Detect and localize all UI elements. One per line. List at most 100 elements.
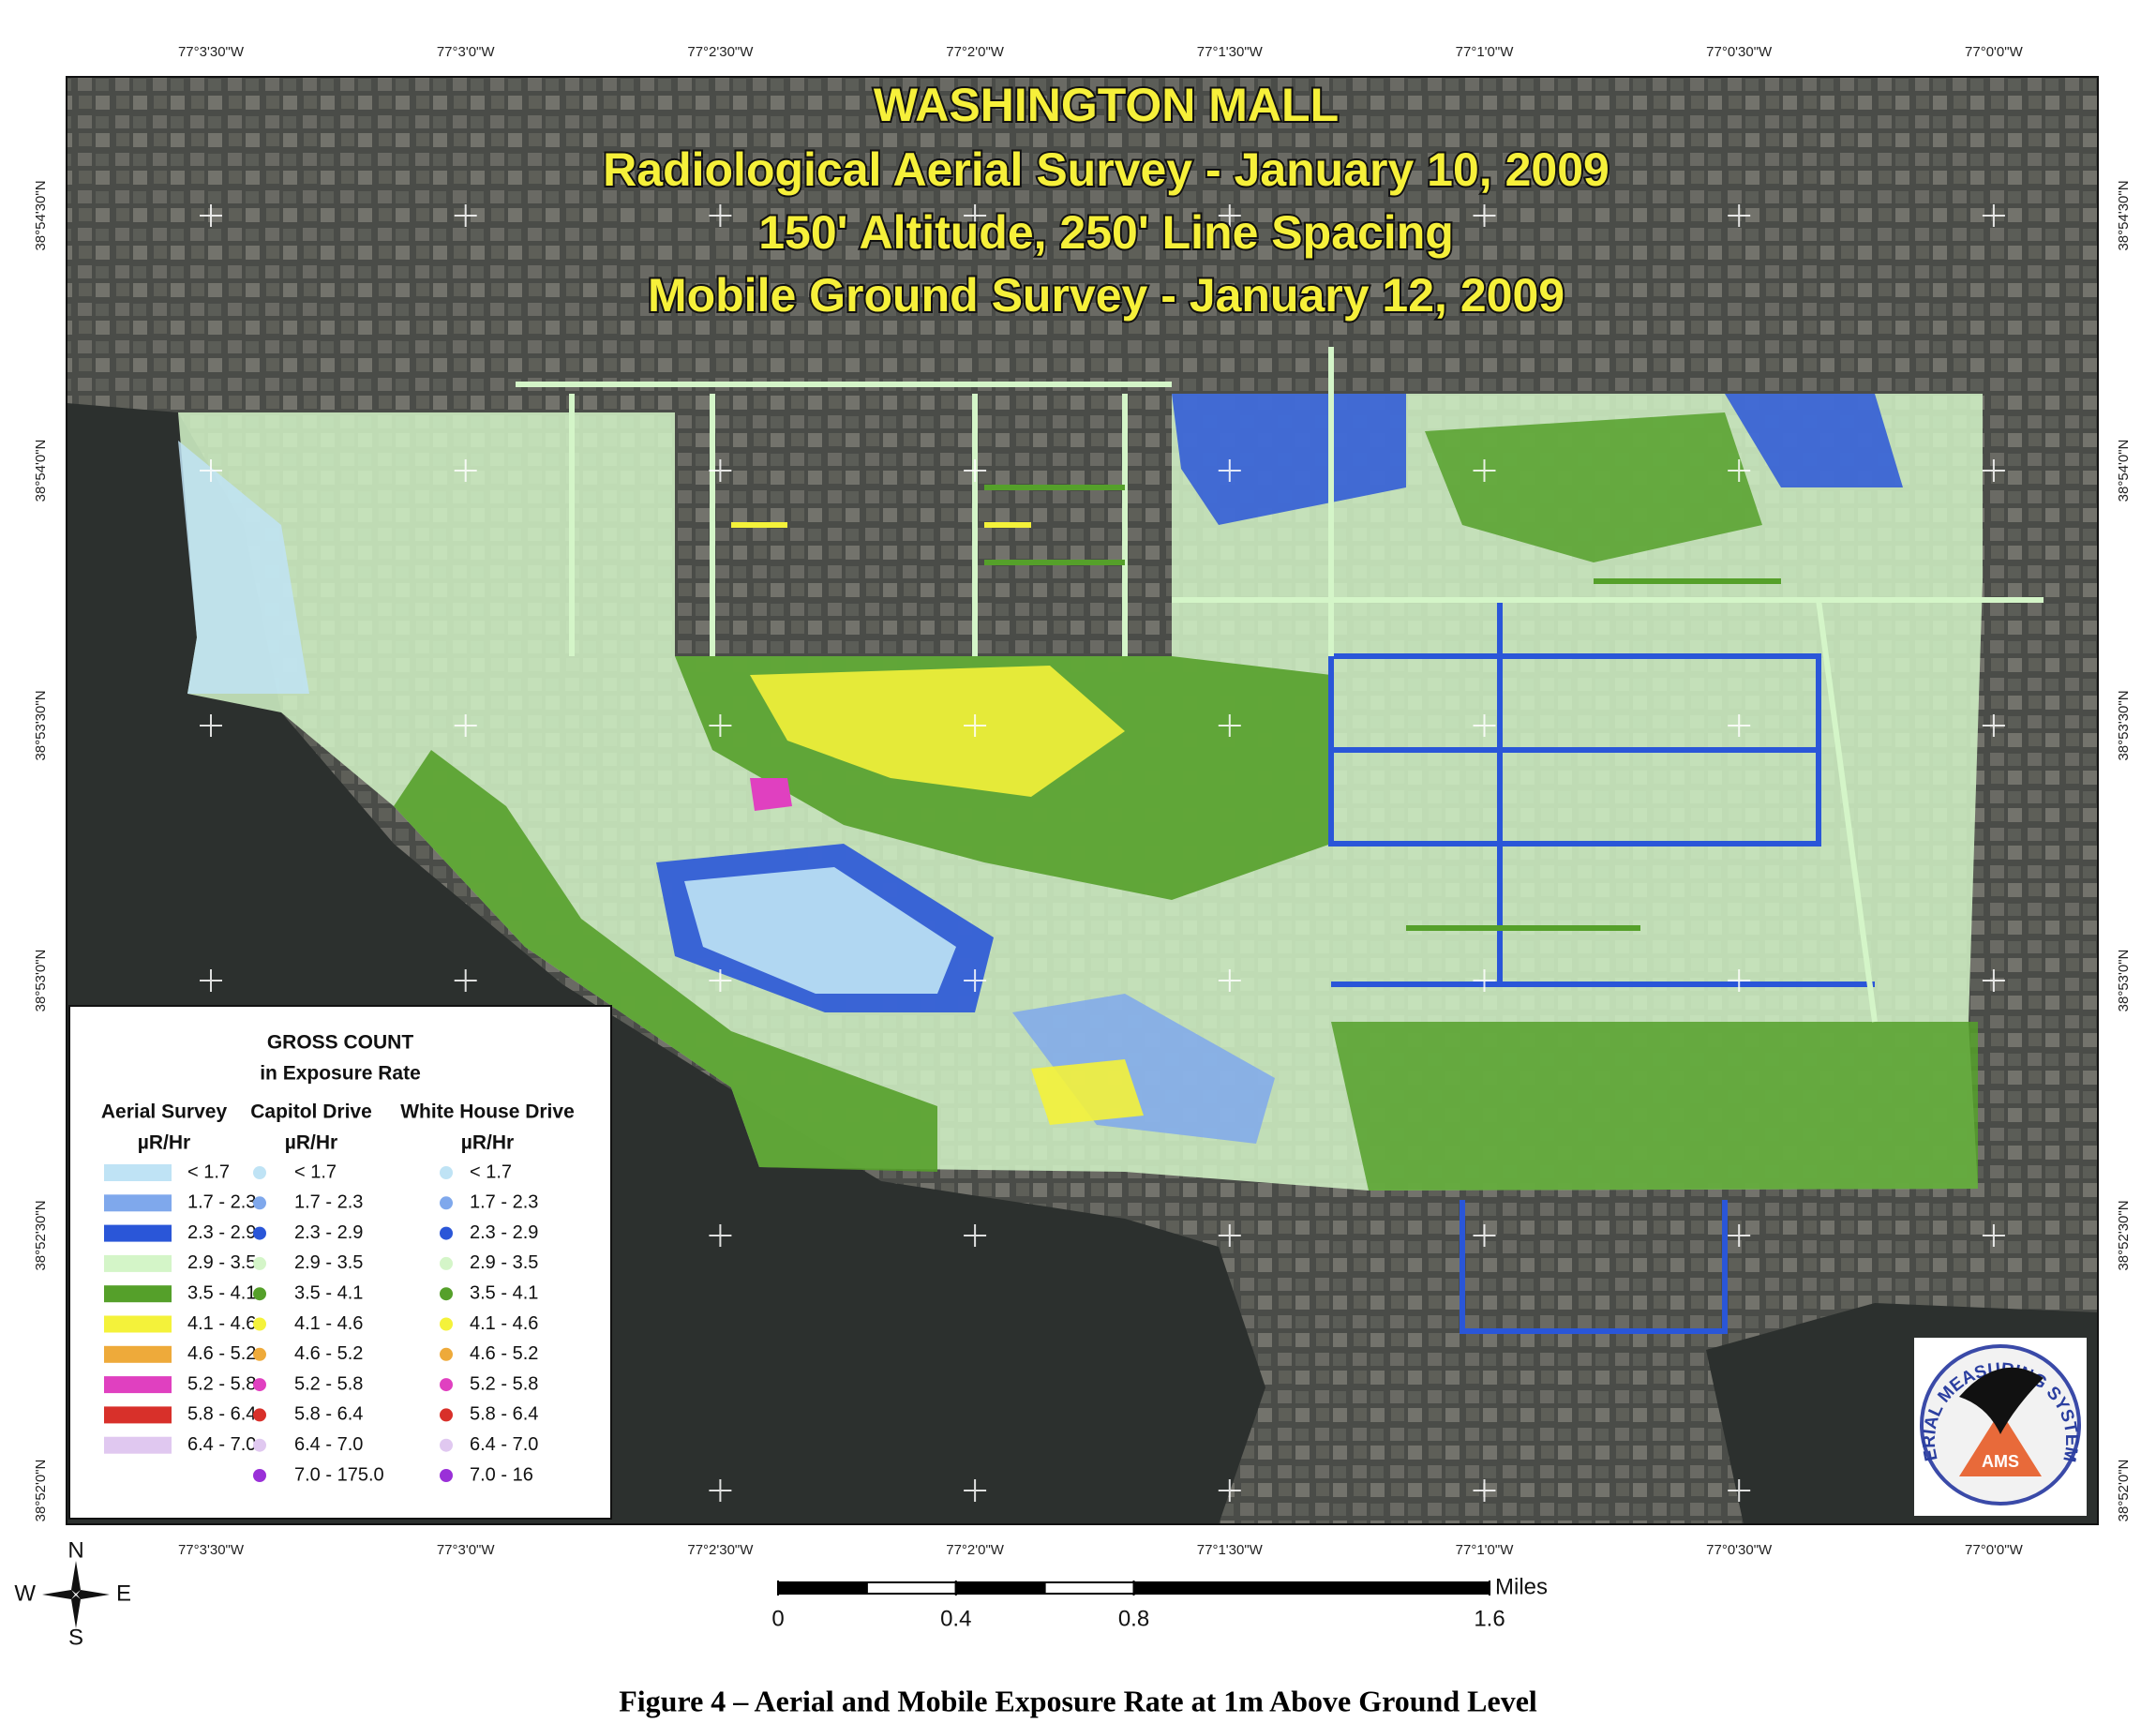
legend-dot xyxy=(253,1317,266,1331)
legend-dot xyxy=(253,1287,266,1301)
legend-label: 5.8 - 6.4 xyxy=(294,1404,363,1425)
graticule-cross xyxy=(1728,1479,1751,1502)
legend-label: 2.9 - 3.5 xyxy=(470,1252,538,1273)
graticule-cross xyxy=(200,969,222,992)
longitude-label: 77°1'30"W xyxy=(1197,44,1264,60)
legend-label: 4.1 - 4.6 xyxy=(187,1313,256,1334)
legend-unit: µR/Hr xyxy=(461,1132,514,1154)
graticule-cross xyxy=(1218,204,1241,227)
latitude-label: 38°52'0"N xyxy=(33,1460,49,1522)
legend-dot xyxy=(253,1378,266,1392)
longitude-label: 77°2'0"W xyxy=(946,1542,1005,1558)
graticule-cross xyxy=(1473,1479,1496,1502)
latitude-label: 38°53'0"N xyxy=(33,950,49,1012)
longitude-label: 77°3'0"W xyxy=(437,1542,496,1558)
legend-subtitle: in Exposure Rate xyxy=(260,1063,421,1085)
graticule-cross xyxy=(200,714,222,737)
longitude-label: 77°0'30"W xyxy=(1706,44,1773,60)
scale-bar: 0 0.4 0.8 1.6 Miles xyxy=(771,1574,1548,1631)
legend-label: 6.4 - 7.0 xyxy=(294,1434,363,1455)
legend-label: < 1.7 xyxy=(470,1161,512,1182)
graticule-cross xyxy=(454,204,477,227)
legend-dot xyxy=(440,1226,453,1240)
latitude-label: 38°53'30"N xyxy=(2116,690,2132,760)
graticule-cross xyxy=(1473,714,1496,737)
legend-dot xyxy=(440,1347,453,1361)
aerial-zone xyxy=(394,750,937,1172)
legend-label: 1.7 - 2.3 xyxy=(187,1192,256,1213)
aerial-zone xyxy=(1031,1059,1144,1125)
legend-swatch xyxy=(104,1224,172,1242)
map-title: WASHINGTON MALL xyxy=(874,79,1339,131)
aerial-zone xyxy=(1725,394,1903,487)
legend-dot xyxy=(440,1287,453,1301)
graticule-cross xyxy=(454,714,477,737)
legend-dot xyxy=(253,1256,266,1270)
legend-unit: µR/Hr xyxy=(285,1132,337,1154)
graticule-cross xyxy=(1473,969,1496,992)
legend-dot xyxy=(440,1317,453,1331)
scale-label: 0 xyxy=(771,1606,784,1631)
river-low-zone xyxy=(178,441,309,694)
legend-dot xyxy=(253,1166,266,1179)
map-subtitle: 150' Altitude, 250' Line Spacing xyxy=(758,206,1454,259)
legend-label: 1.7 - 2.3 xyxy=(294,1192,363,1213)
scale-segment xyxy=(1132,1581,1224,1595)
graticule-cross xyxy=(1728,969,1751,992)
legend-swatch xyxy=(104,1254,172,1272)
legend-label: 3.5 - 4.1 xyxy=(187,1282,256,1303)
legend-swatch xyxy=(104,1376,172,1394)
legend-label: 5.2 - 5.8 xyxy=(187,1373,256,1394)
scale-segment xyxy=(1043,1581,1135,1595)
logo-triangle xyxy=(1959,1411,2042,1476)
graticule-cross xyxy=(1982,204,2005,227)
graticule-cross xyxy=(454,459,477,482)
compass-e: E xyxy=(116,1581,131,1606)
scale-segment xyxy=(954,1581,1046,1595)
longitude-label: 77°0'30"W xyxy=(1706,1542,1773,1558)
graticule-cross xyxy=(964,969,987,992)
legend-label: 5.8 - 6.4 xyxy=(470,1404,538,1425)
hot-spot xyxy=(750,778,792,811)
latitude-label: 38°54'30"N xyxy=(2116,180,2132,250)
legend-dot xyxy=(253,1408,266,1422)
aerial-zone xyxy=(1425,412,1762,562)
legend-unit: µR/Hr xyxy=(138,1132,190,1154)
longitude-label: 77°0'0"W xyxy=(1965,1542,2024,1558)
graticule-cross xyxy=(1728,204,1751,227)
legend-swatch xyxy=(104,1164,172,1181)
scale-segment xyxy=(865,1581,957,1595)
graticule-cross xyxy=(454,969,477,992)
legend-label: 7.0 - 16 xyxy=(470,1464,533,1485)
latitude-label: 38°52'0"N xyxy=(2116,1460,2132,1522)
graticule-cross xyxy=(709,1224,732,1247)
water-zone xyxy=(1012,994,1275,1144)
legend-label: 6.4 - 7.0 xyxy=(187,1434,256,1455)
legend-label: 7.0 - 175.0 xyxy=(294,1464,384,1485)
scale-label: 1.6 xyxy=(1474,1606,1505,1631)
legend-label: 2.9 - 3.5 xyxy=(187,1252,256,1273)
graticule-cross xyxy=(709,714,732,737)
legend: GROSS COUNT in Exposure Rate Aerial Surv… xyxy=(68,1005,612,1520)
scale-unit: Miles xyxy=(1495,1574,1548,1599)
legend-label: 4.6 - 5.2 xyxy=(294,1343,363,1364)
graticule-cross xyxy=(1473,1224,1496,1247)
legend-label: 1.7 - 2.3 xyxy=(470,1192,538,1213)
graticule-cross xyxy=(200,204,222,227)
graticule-cross xyxy=(709,969,732,992)
longitude-label: 77°2'30"W xyxy=(687,44,754,60)
legend-title: GROSS COUNT xyxy=(267,1032,414,1054)
graticule-cross xyxy=(1982,969,2005,992)
longitude-label: 77°1'0"W xyxy=(1456,44,1515,60)
legend-dot xyxy=(440,1408,453,1422)
graticule-cross xyxy=(1218,1479,1241,1502)
legend-swatch xyxy=(104,1285,172,1303)
scale-label: 0.4 xyxy=(940,1606,971,1631)
legend-label: 2.3 - 2.9 xyxy=(187,1222,256,1243)
legend-label: 2.3 - 2.9 xyxy=(470,1222,538,1243)
latitude-label: 38°53'0"N xyxy=(2116,950,2132,1012)
graticule-cross xyxy=(709,1479,732,1502)
graticule-cross xyxy=(1473,459,1496,482)
